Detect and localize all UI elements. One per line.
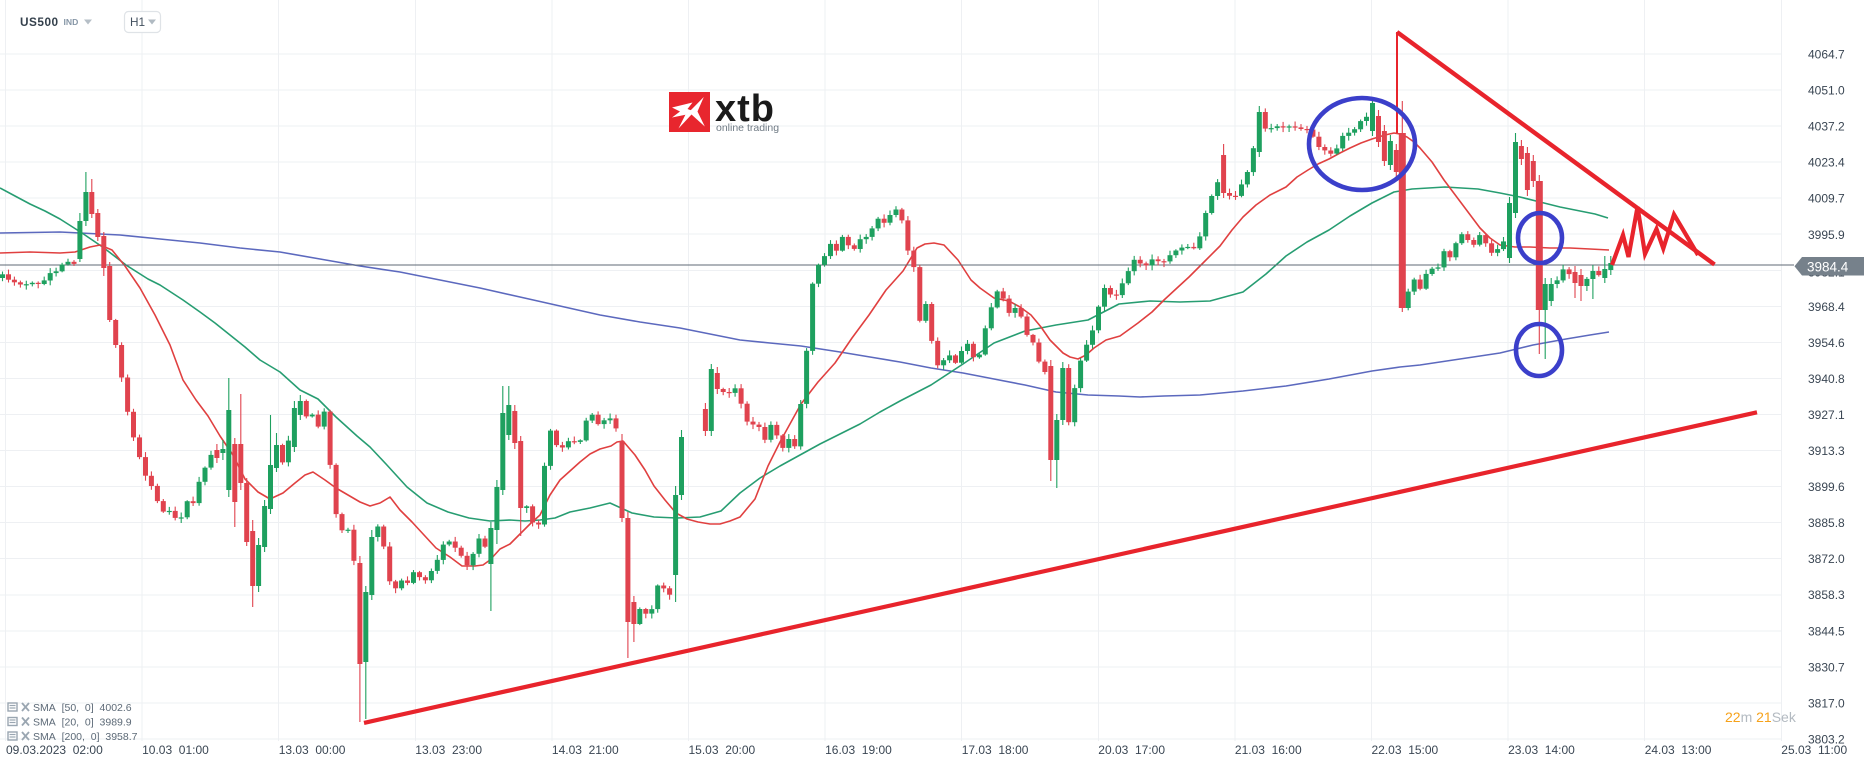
svg-text:25.03 11:00: 25.03 11:00: [1781, 743, 1847, 757]
svg-text:IND: IND: [64, 17, 79, 27]
svg-text:3968.4: 3968.4: [1808, 300, 1845, 314]
svg-text:xtb: xtb: [715, 88, 775, 130]
svg-text:3927.1: 3927.1: [1808, 408, 1845, 422]
svg-text:H1: H1: [130, 15, 145, 29]
svg-text:3954.6: 3954.6: [1808, 336, 1845, 350]
svg-text:09.03.2023 02:00: 09.03.2023 02:00: [6, 743, 103, 757]
svg-text:23.03 14:00: 23.03 14:00: [1508, 743, 1575, 757]
svg-text:US500: US500: [20, 15, 59, 29]
svg-text:online trading: online trading: [716, 122, 779, 134]
svg-text:22m 21Sek: 22m 21Sek: [1725, 709, 1797, 725]
svg-text:14.03 21:00: 14.03 21:00: [552, 743, 619, 757]
svg-text:13.03 23:00: 13.03 23:00: [415, 743, 482, 757]
svg-text:3940.8: 3940.8: [1808, 372, 1845, 386]
svg-text:17.03 18:00: 17.03 18:00: [962, 743, 1029, 757]
svg-text:4023.4: 4023.4: [1808, 156, 1845, 170]
svg-text:3830.7: 3830.7: [1808, 660, 1845, 674]
svg-text:20.03 17:00: 20.03 17:00: [1098, 743, 1165, 757]
svg-text:21.03 16:00: 21.03 16:00: [1235, 743, 1302, 757]
svg-text:SMA [50, 0] 4002.6: SMA [50, 0] 4002.6: [33, 702, 132, 714]
svg-text:3803.2: 3803.2: [1808, 732, 1845, 746]
svg-text:4051.0: 4051.0: [1808, 84, 1845, 98]
svg-text:3984.4: 3984.4: [1807, 260, 1849, 275]
svg-text:3913.3: 3913.3: [1808, 444, 1845, 458]
svg-text:4009.7: 4009.7: [1808, 192, 1845, 206]
svg-text:3885.8: 3885.8: [1808, 516, 1845, 530]
svg-text:10.03 01:00: 10.03 01:00: [142, 743, 209, 757]
svg-text:3817.0: 3817.0: [1808, 696, 1845, 710]
svg-text:15.03 20:00: 15.03 20:00: [689, 743, 756, 757]
svg-text:3995.9: 3995.9: [1808, 228, 1845, 242]
svg-text:16.03 19:00: 16.03 19:00: [825, 743, 892, 757]
svg-text:3872.0: 3872.0: [1808, 552, 1845, 566]
svg-text:3858.3: 3858.3: [1808, 588, 1845, 602]
svg-text:4064.7: 4064.7: [1808, 48, 1845, 62]
svg-text:3899.6: 3899.6: [1808, 480, 1845, 494]
svg-text:SMA [200, 0] 3958.7: SMA [200, 0] 3958.7: [33, 731, 138, 743]
svg-text:24.03 13:00: 24.03 13:00: [1645, 743, 1712, 757]
svg-text:13.03 00:00: 13.03 00:00: [279, 743, 346, 757]
svg-text:3844.5: 3844.5: [1808, 624, 1845, 638]
svg-text:4037.2: 4037.2: [1808, 120, 1845, 134]
svg-text:SMA [20, 0] 3989.9: SMA [20, 0] 3989.9: [33, 717, 132, 729]
svg-text:22.03 15:00: 22.03 15:00: [1372, 743, 1439, 757]
